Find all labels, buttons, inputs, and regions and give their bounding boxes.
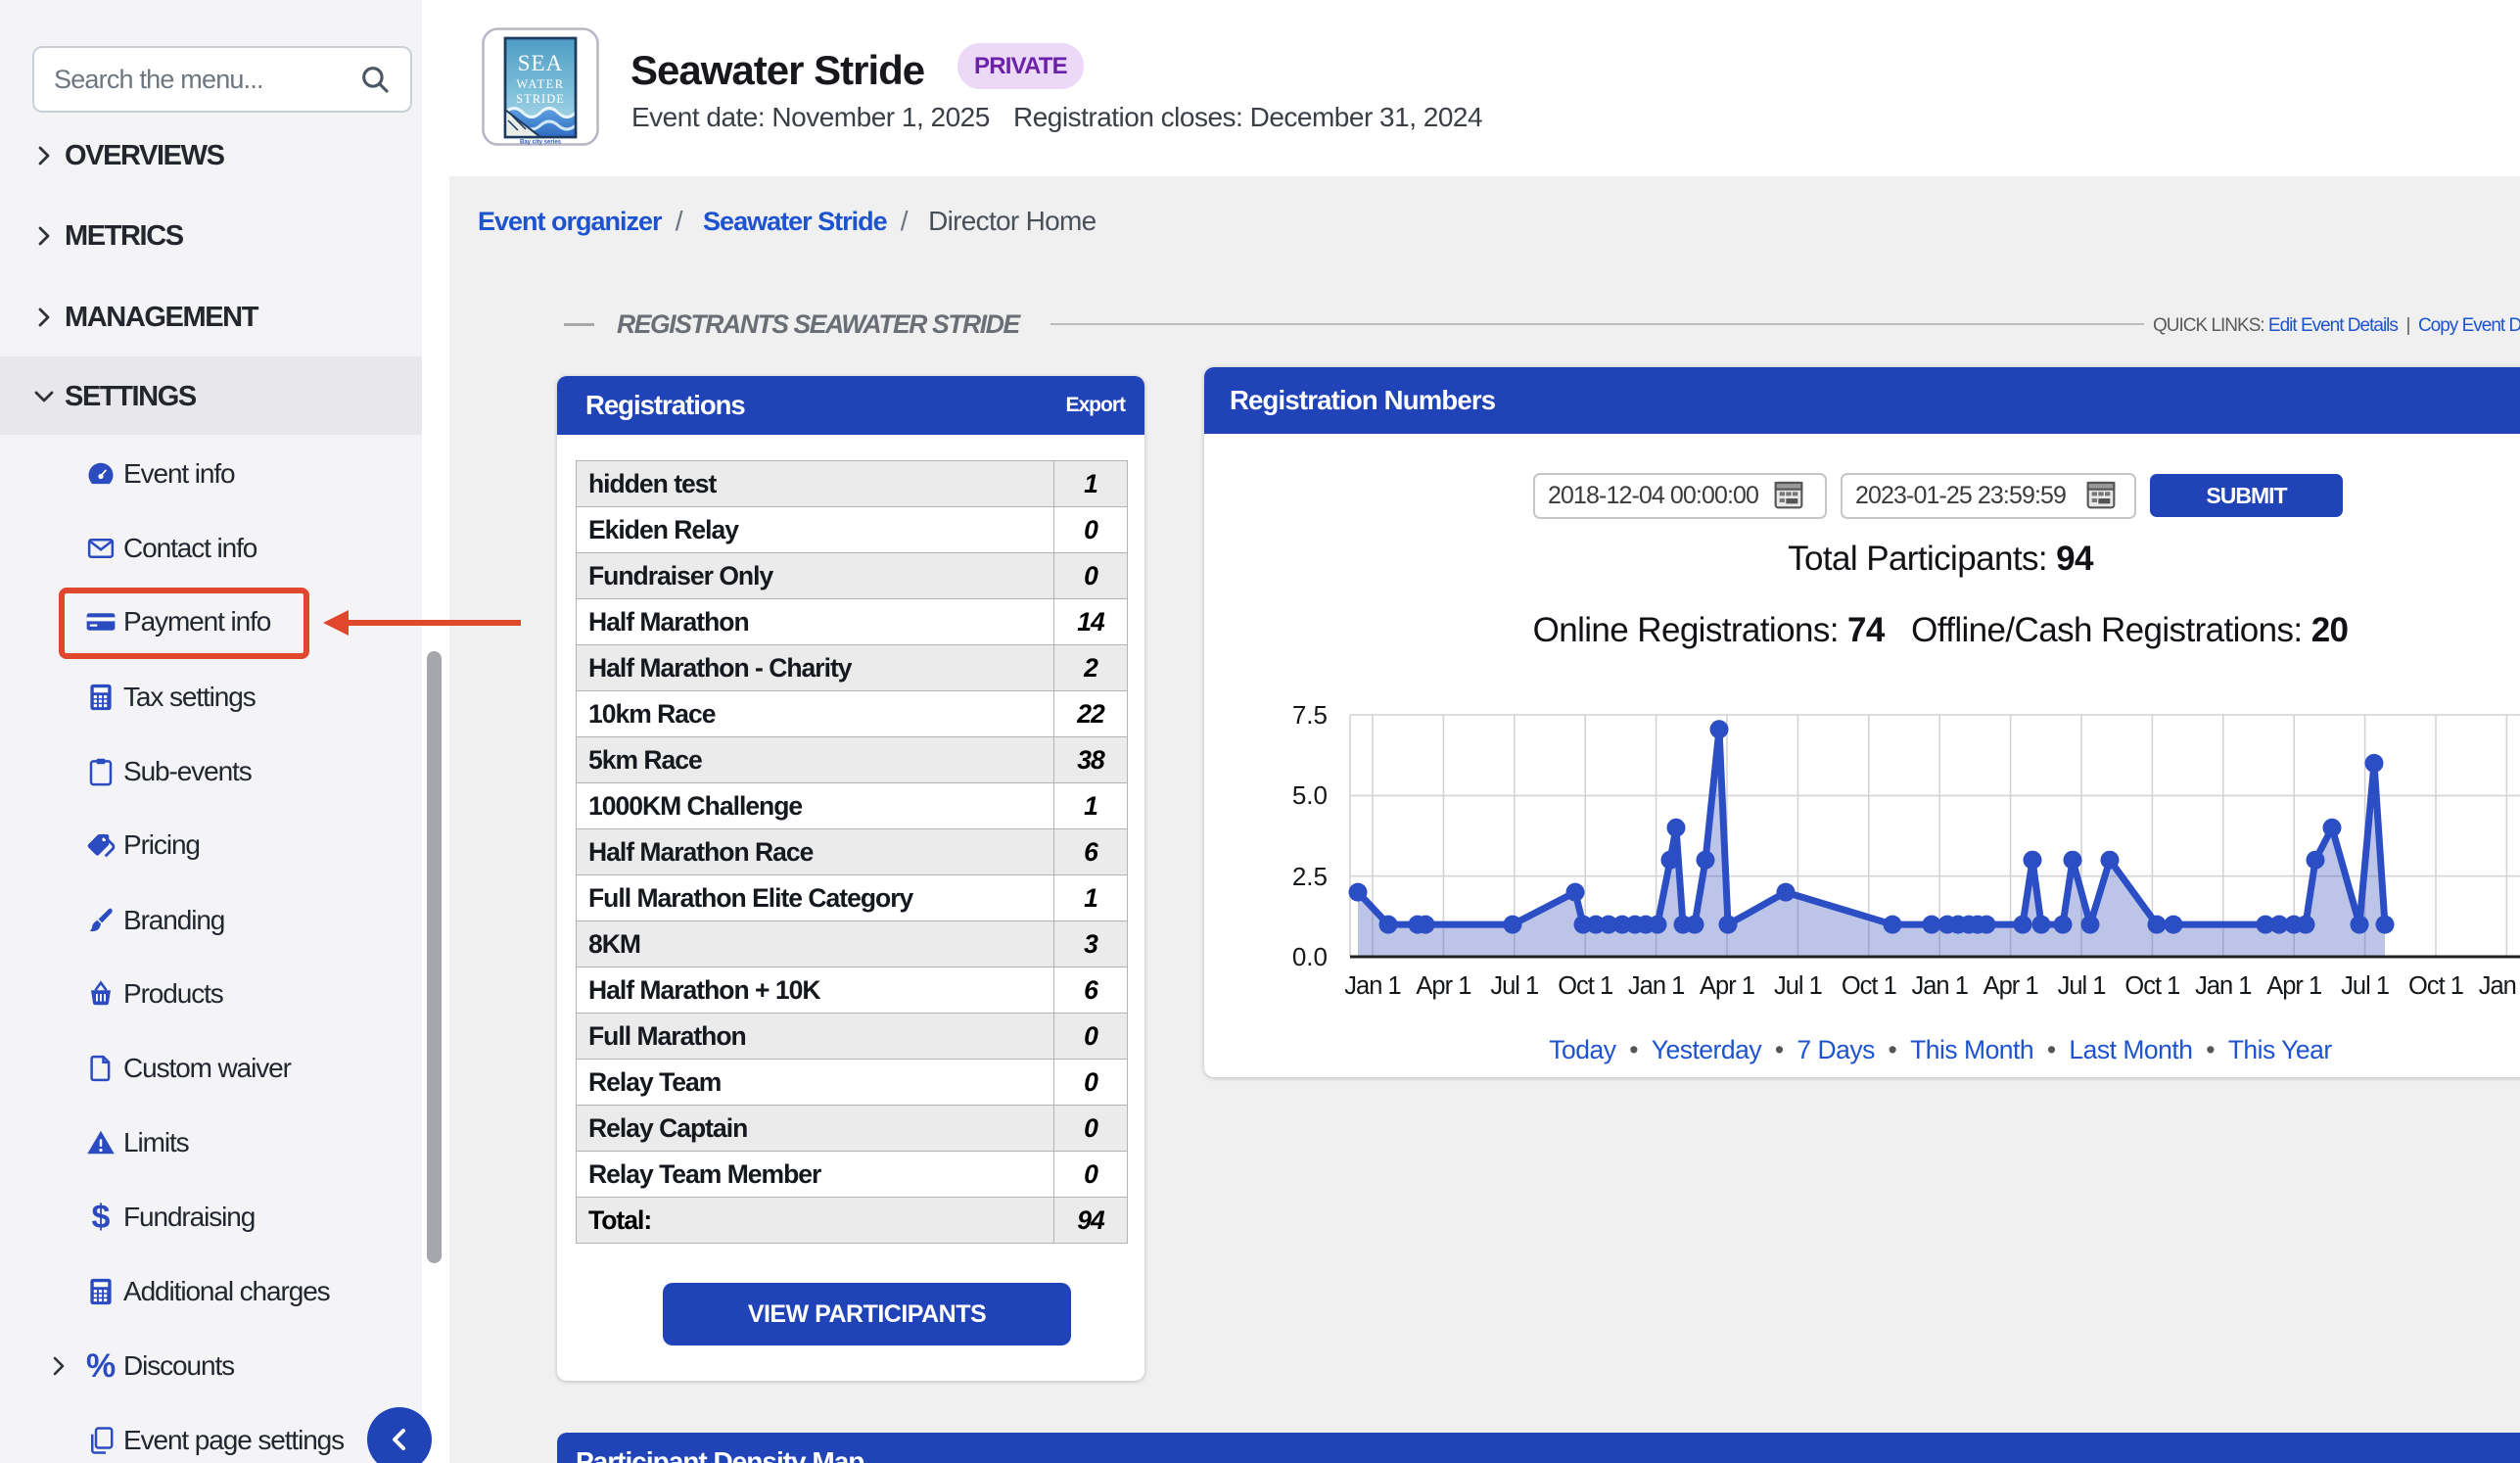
svg-text:SEA: SEA	[518, 51, 563, 75]
svg-text:Bay city series: Bay city series	[520, 140, 562, 146]
svg-text:5.0: 5.0	[1292, 780, 1328, 810]
svg-text:WATER: WATER	[516, 77, 564, 91]
svg-text:Jan 1: Jan 1	[1912, 972, 1968, 1000]
svg-text:Oct 1: Oct 1	[1558, 972, 1612, 1000]
svg-text:2.5: 2.5	[1292, 862, 1328, 891]
svg-text:Jul 1: Jul 1	[1774, 972, 1822, 1000]
svg-text:Oct 1: Oct 1	[2124, 972, 2179, 1000]
svg-text:Jan 1: Jan 1	[1344, 972, 1400, 1000]
svg-text:0.0: 0.0	[1292, 942, 1328, 971]
svg-text:Apr 1: Apr 1	[1700, 972, 1754, 1000]
svg-text:Oct 1: Oct 1	[1842, 972, 1896, 1000]
svg-text:Apr 1: Apr 1	[1416, 972, 1470, 1000]
svg-text:Jan 1: Jan 1	[2479, 972, 2520, 1000]
svg-text:Oct 1: Oct 1	[2408, 972, 2463, 1000]
svg-text:Jul 1: Jul 1	[2341, 972, 2389, 1000]
svg-text:STRIDE: STRIDE	[516, 92, 565, 106]
svg-text:7.5: 7.5	[1292, 700, 1328, 730]
svg-text:Apr 1: Apr 1	[2266, 972, 2321, 1000]
svg-text:Jan 1: Jan 1	[2195, 972, 2251, 1000]
svg-text:Jul 1: Jul 1	[1490, 972, 1538, 1000]
svg-text:Jan 1: Jan 1	[1628, 972, 1684, 1000]
svg-text:Apr 1: Apr 1	[1983, 972, 2038, 1000]
svg-text:Jul 1: Jul 1	[2058, 972, 2106, 1000]
